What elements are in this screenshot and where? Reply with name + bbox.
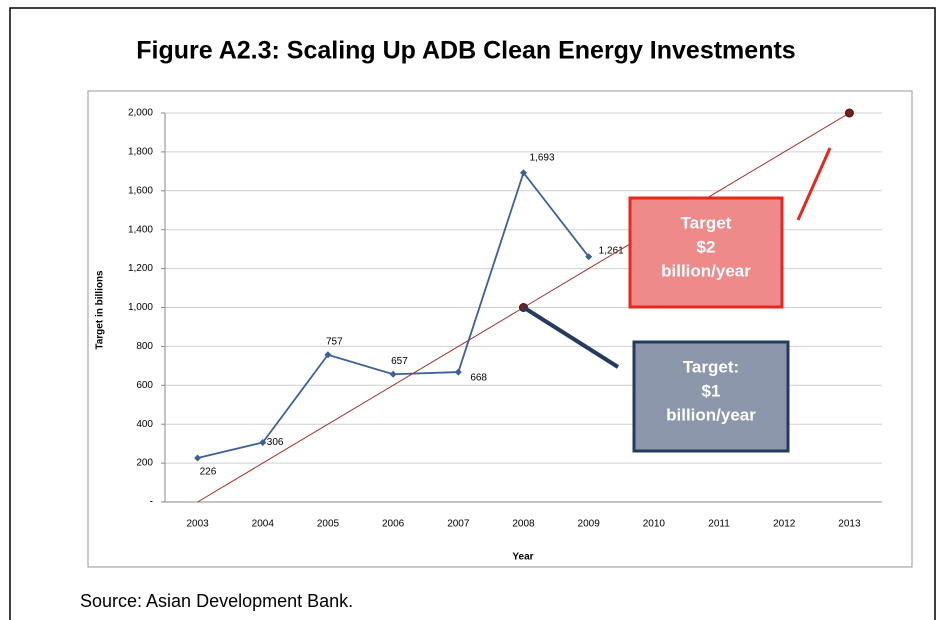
marker [389,370,397,378]
data-label: 1,261 [599,245,624,256]
y-tick-label: 400 [136,419,153,430]
annotation-text: billion/year [666,405,756,424]
x-tick-label: 2006 [382,519,405,530]
annotation-text: Target [681,213,732,232]
x-tick-label: 2008 [512,519,535,530]
marker [259,438,267,446]
annotation-box [632,340,790,453]
x-tick-label: 2011 [708,519,730,530]
annotation-text: billion/year [661,261,751,280]
y-tick-label: 800 [136,341,153,352]
x-tick-label: 2012 [773,519,796,530]
data-label: 668 [470,373,487,384]
data-label: 757 [326,336,343,347]
y-tick-label: 600 [136,380,153,391]
arrow [796,147,832,221]
x-tick-label: 2013 [838,519,861,530]
y-tick-label: - [150,497,153,508]
chart-area [87,90,913,568]
data-label: 1,693 [530,152,555,163]
marker [520,169,527,177]
chart-title: Figure A2.3: Scaling Up ADB Clean Energy… [136,37,795,65]
x-tick-label: 2004 [252,519,275,530]
arrow [521,305,620,369]
annotation-text: $2 [697,237,716,256]
annotation-text: Target: [683,357,739,376]
y-tick-label: 1,000 [128,302,153,313]
x-axis-label: Year [512,552,533,563]
x-tick-label: 2005 [317,519,340,530]
annotation-text: $1 [702,381,721,400]
x-tick-label: 2009 [578,519,601,530]
frame [9,7,936,620]
x-tick-label: 2007 [447,519,470,530]
marker [194,454,202,462]
annotation-box [628,196,784,309]
y-tick-label: 2,000 [128,108,153,119]
marker [585,253,593,261]
y-axis-label: Target in billions [95,270,106,350]
x-tick-label: 2003 [186,519,209,530]
y-tick-label: 1,200 [128,263,153,274]
marker [844,108,854,118]
data-label: 306 [267,437,284,448]
y-tick-label: 1,400 [128,224,153,235]
y-tick-label: 1,800 [128,147,153,158]
y-tick-label: 200 [136,458,153,469]
marker [324,351,332,359]
marker [454,368,462,376]
y-tick-label: 1,600 [128,185,153,196]
x-tick-label: 2010 [643,519,666,530]
data-label: 226 [200,467,217,478]
data-label: 657 [391,356,408,367]
source-note: Source: Asian Development Bank. [80,591,353,611]
